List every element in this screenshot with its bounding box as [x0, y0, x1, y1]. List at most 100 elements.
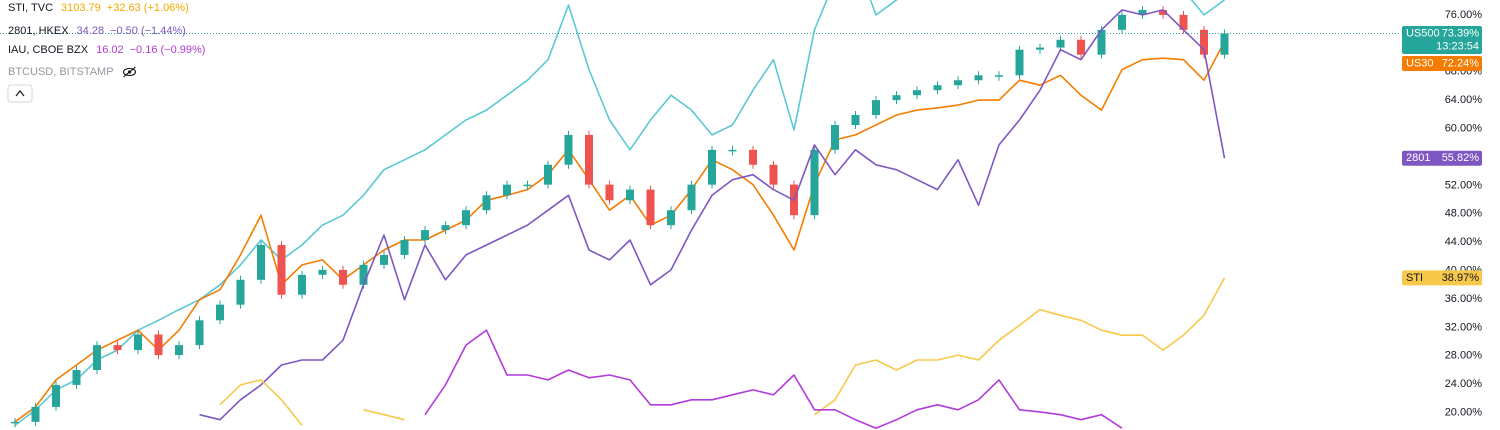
candle — [892, 95, 901, 101]
price-tag-name: STI — [1406, 272, 1423, 284]
y-tick-label: 20.00% — [1445, 407, 1483, 419]
collapse-button[interactable] — [7, 84, 33, 103]
candle — [134, 334, 142, 351]
hidden-eye-icon — [122, 66, 137, 78]
legend-price: 3103.79 — [61, 2, 101, 14]
eye-slash — [123, 66, 136, 78]
price-tag-value: 55.82% — [1442, 152, 1480, 164]
candle — [954, 80, 962, 86]
y-tick-label: 24.00% — [1445, 378, 1483, 390]
candle — [298, 274, 306, 295]
candle — [1077, 39, 1085, 55]
candle — [769, 164, 778, 185]
y-tick-label: 28.00% — [1445, 350, 1483, 362]
price-tag-name: 2801 — [1406, 152, 1430, 164]
candle — [359, 264, 368, 285]
candle — [154, 334, 163, 356]
collapse-icon — [15, 90, 25, 97]
candle — [1056, 39, 1065, 48]
candle — [544, 164, 552, 185]
candle — [872, 100, 880, 116]
legend-symbol: IAU, CBOE BZX — [8, 44, 89, 56]
candle — [380, 254, 388, 265]
candle — [708, 149, 716, 185]
candle — [626, 189, 634, 201]
candle — [831, 124, 839, 150]
candle — [1200, 29, 1208, 55]
candle — [113, 345, 122, 351]
y-tick-label: 64.00% — [1445, 94, 1483, 106]
price-tag-name: US500 — [1406, 27, 1440, 39]
series-line — [199, 9, 1226, 421]
price-tag — [1402, 55, 1482, 71]
candle — [995, 75, 1003, 77]
candle — [667, 210, 675, 226]
candle — [503, 184, 511, 196]
legend-price: 16.02 — [96, 44, 124, 56]
candle — [646, 189, 655, 226]
price-tag — [1402, 270, 1482, 286]
y-tick-label: 76.00% — [1445, 9, 1483, 21]
price-tag — [1402, 25, 1482, 54]
candle — [72, 369, 81, 385]
candle — [52, 384, 60, 407]
candle — [482, 195, 491, 211]
legend-symbol: STI, TVC — [8, 2, 53, 14]
candle — [913, 90, 921, 96]
candle — [687, 184, 696, 211]
candle — [339, 269, 347, 285]
series-line — [14, 0, 1225, 427]
candle — [1159, 9, 1167, 15]
candle — [31, 406, 40, 422]
candle — [1118, 14, 1126, 30]
candle — [11, 421, 19, 424]
y-tick-label: 52.00% — [1445, 179, 1483, 191]
candle — [851, 115, 860, 125]
candle — [277, 245, 286, 295]
candle — [728, 149, 737, 152]
candle — [400, 240, 409, 255]
legend-price: 34.28 — [77, 25, 105, 37]
candle — [1220, 33, 1229, 55]
candle — [1036, 47, 1044, 50]
candle — [564, 134, 573, 165]
candle — [605, 184, 614, 201]
candle — [216, 304, 224, 321]
candle — [933, 85, 942, 91]
y-tick-label: 44.00% — [1445, 236, 1483, 248]
candle — [1015, 49, 1024, 76]
candle — [318, 269, 327, 275]
legend-change: −0.16 (−0.99%) — [130, 44, 206, 56]
candle — [462, 210, 470, 226]
candle — [974, 75, 983, 81]
candle — [1138, 9, 1147, 15]
candle — [441, 225, 450, 231]
price-tag-value: 72.24% — [1442, 57, 1480, 69]
price-tag-name: US30 — [1406, 57, 1434, 69]
candle — [195, 320, 204, 346]
price-tag-value: 38.97% — [1442, 272, 1480, 284]
candle — [175, 345, 183, 356]
candle — [523, 184, 532, 187]
candle — [421, 230, 429, 241]
price-tag-countdown: 13:23:54 — [1436, 40, 1479, 52]
series-line — [219, 277, 1226, 426]
candle — [93, 345, 101, 370]
series-line — [14, 41, 1226, 423]
legend-symbol: 2801, HKEX — [8, 25, 69, 37]
price-tag-value: 73.39% — [1442, 27, 1480, 39]
candle — [810, 149, 819, 216]
candle — [585, 134, 593, 185]
y-tick-label: 48.00% — [1445, 208, 1483, 220]
price-tag — [1402, 150, 1482, 166]
legend-change: +32.63 (+1.06%) — [107, 2, 189, 14]
series-line — [424, 329, 1123, 429]
legend-symbol: BTCUSD, BITSTAMP — [8, 66, 114, 78]
y-tick-label: 36.00% — [1445, 293, 1483, 305]
candle — [236, 279, 245, 305]
y-tick-label: 60.00% — [1445, 122, 1483, 134]
candle — [749, 149, 757, 165]
candle — [1097, 29, 1106, 55]
eye-outline — [122, 67, 137, 77]
